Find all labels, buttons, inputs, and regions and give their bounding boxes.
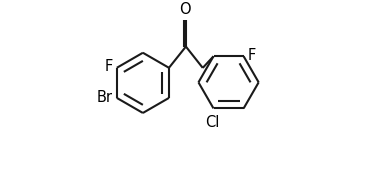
Text: Br: Br — [96, 90, 113, 105]
Text: O: O — [179, 2, 191, 17]
Text: Cl: Cl — [205, 115, 220, 130]
Text: F: F — [104, 59, 113, 74]
Text: F: F — [248, 48, 256, 63]
